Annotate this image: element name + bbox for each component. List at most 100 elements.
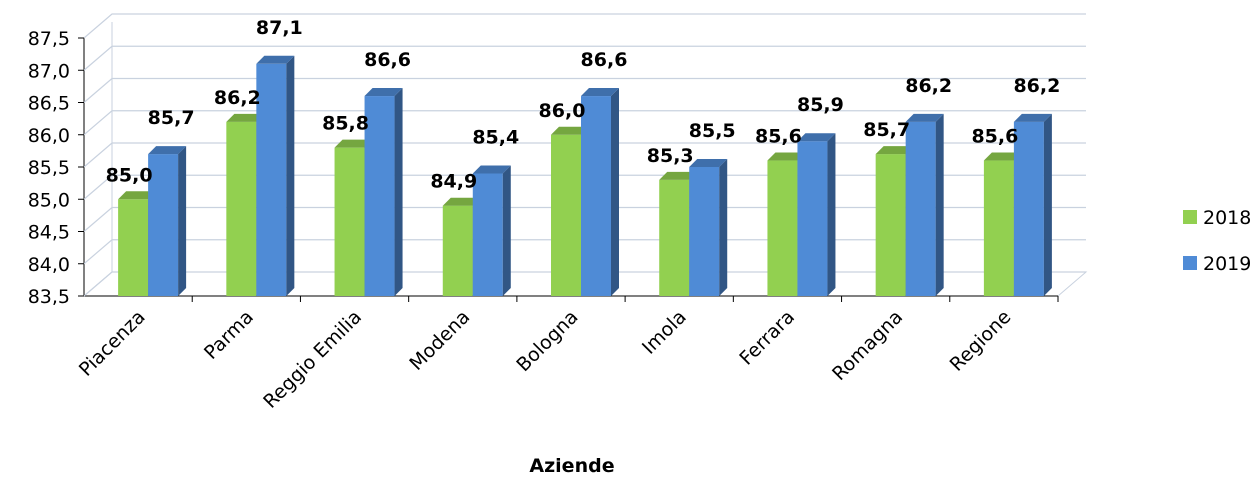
bar-front bbox=[767, 160, 798, 296]
gridline bbox=[83, 174, 1086, 200]
bar-front bbox=[905, 121, 936, 296]
bar-front bbox=[472, 173, 503, 296]
bar-top bbox=[118, 191, 157, 200]
bar-front bbox=[689, 167, 720, 296]
gridline bbox=[83, 206, 1086, 232]
data-label: 85,9 bbox=[797, 94, 844, 116]
bar-2019-regione bbox=[1013, 113, 1052, 296]
y-tick-label: 86,0 bbox=[28, 125, 70, 147]
data-label: 85,8 bbox=[322, 113, 369, 135]
data-label: 85,0 bbox=[106, 164, 153, 186]
bar-top bbox=[256, 55, 295, 64]
bar-top bbox=[659, 171, 698, 180]
gridline bbox=[83, 110, 1086, 136]
y-axis-ticks: 83,5 84,0 84,5 85,0 85,5 86,0 86,5 87,0 87,5 bbox=[28, 28, 84, 308]
y-tick-label: 85,0 bbox=[28, 189, 70, 211]
bar-top bbox=[334, 139, 373, 148]
x-tick-label: Imola bbox=[638, 306, 691, 359]
bar-top bbox=[1013, 113, 1052, 122]
data-label: 85,7 bbox=[148, 107, 195, 129]
bar-top bbox=[983, 152, 1022, 161]
bar-front bbox=[334, 147, 365, 296]
bar-side bbox=[611, 88, 619, 296]
bar-top bbox=[905, 113, 944, 122]
bar-side bbox=[827, 133, 836, 296]
legend-swatch-2018 bbox=[1183, 210, 1197, 224]
x-axis-ticks: Piacenza Parma Reggio Emilia Modena Bologna I… bbox=[75, 296, 1059, 413]
bar-front bbox=[226, 121, 257, 296]
y-tick-label: 87,5 bbox=[28, 28, 70, 50]
data-label: 86,0 bbox=[539, 100, 586, 122]
data-label: 85,4 bbox=[472, 126, 519, 148]
y-tick-label: 84,0 bbox=[28, 254, 70, 276]
bar-front bbox=[148, 154, 179, 296]
data-label: 86,2 bbox=[1013, 75, 1060, 97]
bar-top bbox=[364, 88, 403, 97]
gridline bbox=[83, 13, 1086, 39]
bar-top bbox=[148, 146, 187, 155]
data-label: 85,6 bbox=[755, 126, 802, 148]
back-wall-edge bbox=[83, 22, 113, 297]
data-label: 85,6 bbox=[971, 126, 1018, 148]
y-tick-label: 85,5 bbox=[28, 157, 70, 179]
x-tick-label: Romagna bbox=[828, 306, 907, 385]
bar-top bbox=[551, 126, 589, 135]
bar-top bbox=[689, 159, 728, 167]
bar-front bbox=[659, 179, 690, 296]
x-tick-label: Piacenza bbox=[75, 306, 150, 381]
data-label: 87,1 bbox=[256, 17, 303, 39]
legend-label-2019: 2019 bbox=[1203, 253, 1251, 275]
bar-top bbox=[226, 113, 265, 122]
x-tick-label: Modena bbox=[405, 306, 474, 375]
bar-side bbox=[286, 55, 295, 296]
x-tick-label: Regione bbox=[946, 306, 1016, 376]
data-label: 86,2 bbox=[214, 87, 261, 109]
bar-side bbox=[719, 159, 728, 296]
bar-front bbox=[256, 63, 287, 296]
data-labels: 85,0 85,7 86,2 87,1 85,8 86,6 84,9 85,4 86,0 86,6… bbox=[106, 17, 1061, 193]
y-tick-label: 83,5 bbox=[28, 286, 70, 308]
legend-label-2018: 2018 bbox=[1203, 207, 1251, 229]
bar-front bbox=[551, 134, 581, 296]
gridline bbox=[83, 239, 1086, 265]
data-label: 86,2 bbox=[905, 75, 952, 97]
bar-top bbox=[442, 197, 481, 206]
bar-top bbox=[875, 146, 914, 155]
data-label: 85,7 bbox=[863, 119, 910, 141]
bar-front bbox=[797, 141, 828, 296]
data-label: 85,5 bbox=[689, 120, 736, 142]
bar-top bbox=[472, 165, 511, 174]
bar-front bbox=[364, 96, 395, 296]
bar-top bbox=[797, 133, 836, 142]
bar-2019-reggio-emilia bbox=[364, 88, 403, 296]
bar-2019-romagna bbox=[905, 113, 944, 296]
y-tick-label: 87,0 bbox=[28, 60, 70, 82]
legend: 2018 2019 bbox=[1183, 207, 1251, 275]
x-axis-title: Aziende bbox=[529, 455, 614, 477]
x-tick-label: Parma bbox=[200, 306, 258, 364]
data-label: 84,9 bbox=[430, 171, 477, 193]
y-tick-label: 86,5 bbox=[28, 93, 70, 115]
bar-2019-parma bbox=[256, 55, 295, 296]
bar-side bbox=[394, 88, 403, 296]
bar-front bbox=[581, 96, 611, 296]
legend-swatch-2019 bbox=[1183, 256, 1197, 270]
bar-side bbox=[935, 113, 944, 296]
bar-top bbox=[581, 88, 619, 97]
data-label: 85,3 bbox=[647, 145, 694, 167]
bar-front bbox=[983, 160, 1014, 296]
gridline bbox=[83, 45, 1086, 71]
y-tick-label: 84,5 bbox=[28, 222, 70, 244]
bar-2019-piacenza bbox=[148, 146, 187, 296]
gridline bbox=[83, 142, 1086, 168]
data-label: 86,6 bbox=[581, 49, 628, 71]
bar-front bbox=[442, 205, 473, 296]
gridline bbox=[83, 271, 1086, 297]
gridlines bbox=[83, 13, 1086, 297]
bars bbox=[118, 55, 1052, 296]
bar-front bbox=[875, 154, 906, 296]
bar-front bbox=[118, 199, 149, 296]
x-tick-label: Reggio Emilia bbox=[259, 306, 366, 413]
x-tick-label: Bologna bbox=[512, 306, 582, 376]
